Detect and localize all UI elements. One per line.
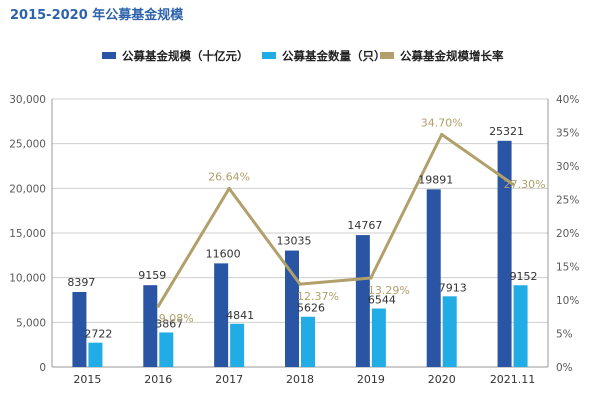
growth-rate-point <box>369 276 373 280</box>
y-right-tick-label: 10% <box>556 295 579 307</box>
data-label-fund-count: 9152 <box>510 270 538 283</box>
y-left-tick-label: 30,000 <box>9 94 46 106</box>
y-left-tick-label: 25,000 <box>9 139 46 151</box>
bar-fund-count <box>88 342 103 367</box>
legend-swatch <box>102 52 116 59</box>
bar-fund-size <box>143 285 158 367</box>
bar-fund-count <box>230 323 245 367</box>
y-right-tick-label: 5% <box>556 329 573 341</box>
growth-rate-point <box>510 182 515 186</box>
x-tick-label: 2021.11 <box>490 373 536 386</box>
data-label-growth-rate: 12.37% <box>297 290 339 303</box>
legend-swatch <box>380 52 394 59</box>
x-tick-label: 2019 <box>357 373 385 386</box>
data-label-fund-count: 4841 <box>226 309 254 322</box>
x-tick-label: 2020 <box>428 373 456 386</box>
data-label-fund-count: 6544 <box>368 294 396 307</box>
y-right-tick-label: 20% <box>556 228 579 240</box>
x-tick-label: 2016 <box>144 373 172 386</box>
growth-rate-point <box>227 186 231 191</box>
data-label-growth-rate: 34.70% <box>421 117 463 130</box>
bar-fund-count <box>159 332 174 367</box>
data-label-fund-count: 7913 <box>439 281 467 294</box>
bar-fund-count <box>442 296 457 367</box>
growth-rate-line <box>157 133 514 307</box>
y-left-tick-label: 20,000 <box>9 183 46 195</box>
x-tick-label: 2017 <box>215 373 243 386</box>
data-label-fund-size: 9159 <box>138 269 166 282</box>
bar-fund-count <box>371 308 386 367</box>
y-left-tick-label: 0 <box>39 362 46 374</box>
data-label-fund-size: 8397 <box>67 276 95 289</box>
x-tick-label: 2018 <box>286 373 314 386</box>
y-right-tick-label: 0% <box>556 362 573 374</box>
y-right-tick-label: 25% <box>556 195 579 207</box>
legend-item-fund-count: 公募基金数量（只） <box>282 49 386 63</box>
y-left-tick-label: 5,000 <box>16 317 46 329</box>
growth-rate-point <box>298 282 302 286</box>
y-right-tick-label: 30% <box>556 161 579 173</box>
data-label-fund-size: 25321 <box>489 125 524 138</box>
x-tick-label: 2015 <box>73 373 101 386</box>
data-label-fund-size: 14767 <box>347 219 382 232</box>
legend-item-growth-rate: 公募基金规模增长率 <box>400 49 504 63</box>
data-label-fund-size: 11600 <box>206 247 241 260</box>
data-label-fund-size: 13035 <box>277 235 312 248</box>
data-label-fund-count: 2722 <box>84 328 112 341</box>
y-left-tick-label: 15,000 <box>9 228 46 240</box>
bar-fund-count <box>513 285 528 367</box>
y-left-tick-label: 10,000 <box>9 273 46 285</box>
bar-fund-size <box>497 140 512 367</box>
data-label-growth-rate: 9.08% <box>159 312 194 325</box>
data-label-growth-rate: 26.64% <box>208 171 250 184</box>
chart-title: 2015-2020 年公募基金规模 <box>10 8 184 23</box>
legend-swatch <box>262 52 276 59</box>
y-right-tick-label: 35% <box>556 128 579 140</box>
y-right-tick-label: 15% <box>556 262 579 274</box>
bar-fund-size <box>72 291 87 367</box>
bar-fund-size <box>214 263 229 367</box>
data-label-fund-count: 3867 <box>155 317 183 330</box>
bar-fund-count <box>301 316 315 367</box>
data-label-growth-rate: 13.29% <box>368 284 410 297</box>
bar-fund-size <box>355 235 370 367</box>
data-label-fund-count: 5626 <box>297 302 325 315</box>
data-label-growth-rate: 27.30% <box>504 178 546 191</box>
bar-fund-size <box>426 189 441 367</box>
growth-rate-point <box>440 132 444 137</box>
legend-item-fund-size: 公募基金规模（十亿元） <box>122 49 249 63</box>
data-label-fund-size: 19891 <box>418 173 453 186</box>
growth-rate-point <box>156 304 160 308</box>
y-right-tick-label: 40% <box>556 94 579 106</box>
